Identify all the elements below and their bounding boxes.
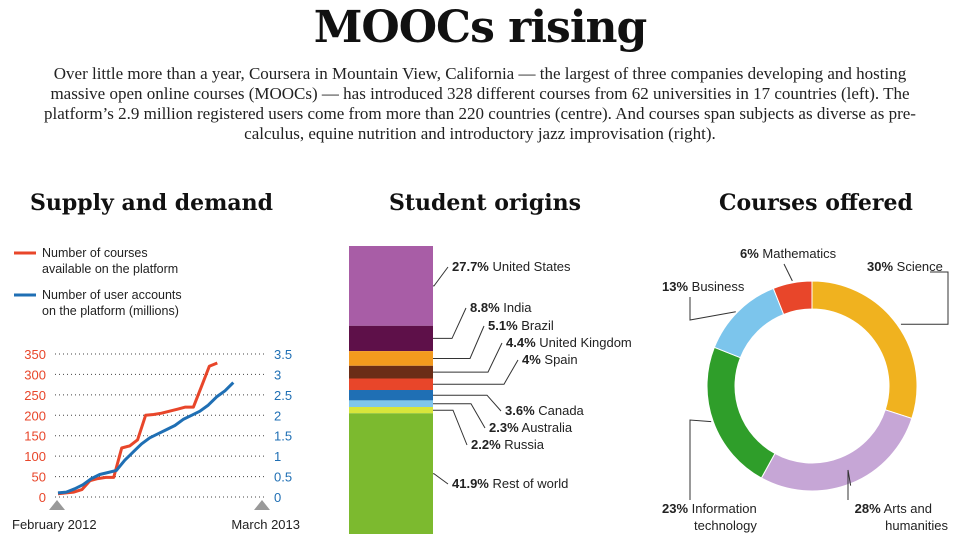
bar-segment-canada — [349, 390, 433, 401]
donut-leader-line — [783, 263, 793, 282]
donut-slice-arts-and — [760, 409, 913, 492]
x-marker-start — [49, 500, 65, 510]
slice-label-science: 30% Science — [867, 259, 943, 274]
right-tick-label: 0.5 — [274, 470, 292, 485]
legend-label-1-b: on the platform (millions) — [42, 304, 179, 318]
bar-segment-russia — [349, 407, 433, 414]
legend-label-1: Number of user accounts — [42, 288, 182, 302]
donut-leader-line — [847, 469, 852, 500]
right-tick-label: 3 — [274, 367, 281, 382]
intro-text: Over little more than a year, Coursera i… — [44, 64, 916, 143]
slice-label-business: 13% Business — [662, 279, 745, 294]
courses-heading: Courses offered — [719, 190, 913, 216]
legend-label-0: Number of courses — [42, 246, 148, 260]
left-tick-label: 100 — [24, 449, 46, 464]
donut-slice-business — [713, 287, 785, 359]
left-tick-label: 50 — [32, 470, 46, 485]
bar-segment-united-states — [349, 246, 433, 326]
left-tick-label: 150 — [24, 429, 46, 444]
leader-line — [433, 409, 468, 446]
left-tick-label: 200 — [24, 408, 46, 423]
slice-label-arts-line2: humanities — [885, 518, 948, 533]
origins-heading: Student origins — [389, 190, 581, 216]
page-title: MOOCs rising — [313, 2, 648, 53]
segment-label: 4.4% United Kingdom — [506, 335, 632, 350]
legend-label-0-b: available on the platform — [42, 262, 178, 276]
slice-label-mathematics: 6% Mathematics — [740, 246, 837, 261]
series-line-users — [57, 381, 235, 495]
leader-line — [433, 403, 486, 429]
segment-label: 41.9% Rest of world — [452, 476, 568, 491]
x-label-end: March 2013 — [231, 517, 300, 532]
x-marker-end — [254, 500, 270, 510]
right-tick-label: 3.5 — [274, 347, 292, 362]
donut-leader-line — [900, 271, 949, 325]
segment-label: 5.1% Brazil — [488, 318, 554, 333]
slice-label-it: 23% Information — [662, 501, 757, 516]
donut-slice-mathematics — [772, 280, 813, 316]
right-tick-label: 2 — [274, 408, 281, 423]
bar-segment-spain — [349, 378, 433, 390]
series-line-courses — [57, 361, 218, 496]
leader-line — [433, 342, 503, 373]
bar-segment-brazil — [349, 351, 433, 366]
bar-segment-rest-of-world — [349, 413, 433, 534]
right-tick-label: 2.5 — [274, 388, 292, 403]
segment-label: 8.8% India — [470, 300, 532, 315]
bar-segment-india — [349, 325, 433, 352]
leader-line — [433, 394, 502, 412]
segment-label: 2.2% Russia — [471, 437, 545, 452]
slice-label-it-line2: technology — [694, 518, 757, 533]
segment-label: 27.7% United States — [452, 259, 571, 274]
leader-line — [433, 473, 449, 485]
leader-line — [433, 359, 519, 385]
bar-segment-australia — [349, 400, 433, 407]
left-tick-label: 300 — [24, 367, 46, 382]
right-tick-label: 0 — [274, 490, 281, 505]
leader-line — [433, 307, 467, 339]
segment-label: 2.3% Australia — [489, 420, 573, 435]
left-tick-label: 350 — [24, 347, 46, 362]
right-tick-label: 1.5 — [274, 429, 292, 444]
left-tick-label: 0 — [39, 490, 46, 505]
donut-slice-science — [811, 280, 918, 420]
supply-heading: Supply and demand — [30, 190, 274, 216]
donut-leader-line — [689, 297, 736, 321]
segment-label: 3.6% Canada — [505, 403, 585, 418]
donut-leader-line — [689, 419, 712, 500]
left-tick-label: 250 — [24, 388, 46, 403]
donut-slice-information — [706, 346, 776, 479]
x-label-start: February 2012 — [12, 517, 97, 532]
leader-line — [433, 266, 449, 287]
slice-label-arts: 28% Arts and — [855, 501, 932, 516]
segment-label: 4% Spain — [522, 352, 578, 367]
right-tick-label: 1 — [274, 449, 281, 464]
bar-segment-united-kingdom — [349, 365, 433, 379]
leader-line — [433, 325, 485, 359]
